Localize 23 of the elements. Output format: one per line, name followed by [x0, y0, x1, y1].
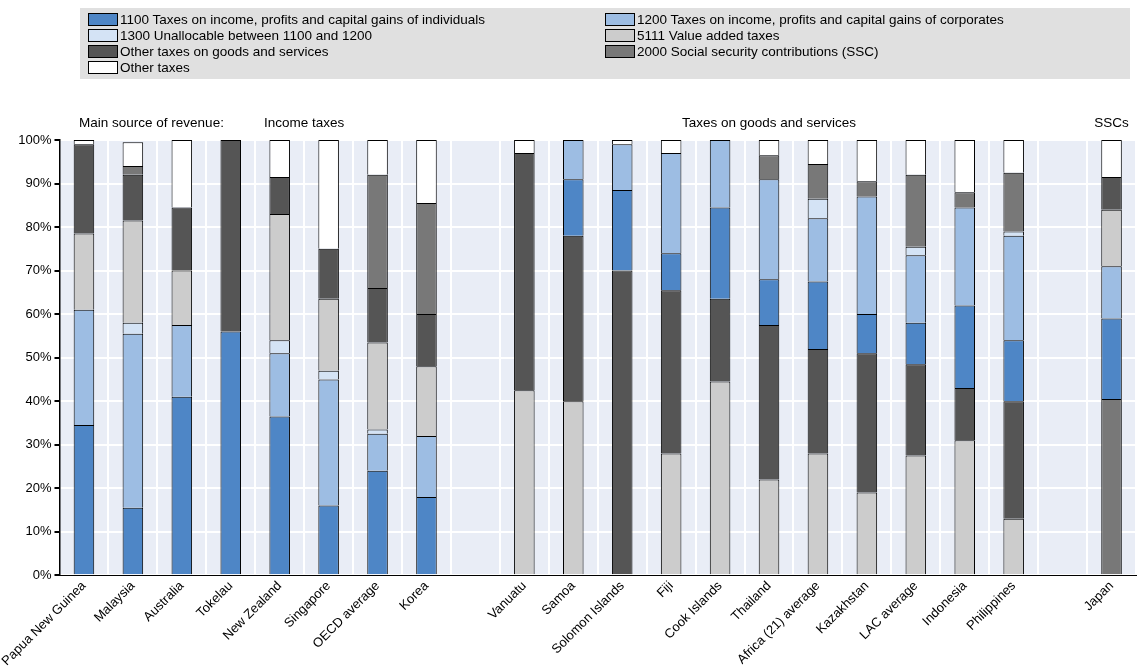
legend-label: 2000 Social security contributions (SSC): [637, 44, 879, 59]
text: Taxes on goods and services: [681, 114, 857, 130]
text: Income taxes: [264, 114, 345, 130]
legend-label: 5111 Value added taxes: [637, 28, 780, 43]
y-tick-label: 50%: [25, 349, 52, 365]
legend-label: 1300 Unallocable between 1100 and 1200: [120, 28, 372, 43]
y-tick-label: 30%: [25, 436, 52, 452]
x-tick-label: Fiji: [653, 577, 676, 601]
legend-label: Other taxes: [120, 60, 190, 75]
y-tick-label: 40%: [25, 392, 52, 408]
y-tick-label: 80%: [25, 218, 52, 234]
text: SSCs: [1094, 114, 1130, 130]
y-tick-label: 70%: [25, 262, 52, 278]
y-tick-label: 20%: [25, 479, 52, 495]
legend-label: Other taxes on goods and services: [120, 44, 329, 59]
y-tick-label: 60%: [25, 305, 52, 321]
y-tick-label: 90%: [25, 175, 52, 191]
y-tick-label: 10%: [25, 523, 52, 539]
legend-label: 1100 Taxes on income, profits and capital gains of individuals: [120, 12, 485, 27]
y-tick-label: 0%: [32, 566, 52, 582]
y-tick-label: 100%: [18, 131, 52, 147]
legend-label: 1200 Taxes on income, profits and capital gains of corporates: [637, 12, 1004, 27]
text: Main source of revenue:: [79, 114, 224, 130]
